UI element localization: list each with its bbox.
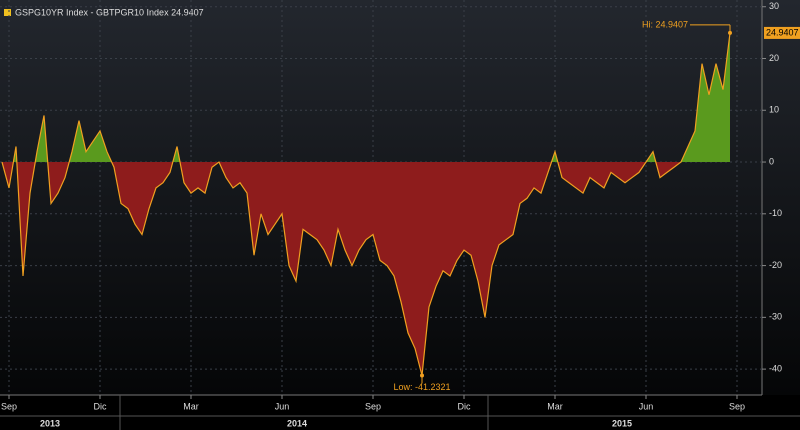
legend-label: GSPG10YR Index - GBTPGR10 Index 24.9407	[15, 7, 204, 17]
x-tick-label: Sep	[365, 401, 381, 411]
y-tick-label: 30	[769, 1, 779, 11]
area-positive	[2, 32, 730, 163]
x-tick-label: Mar	[183, 401, 199, 411]
legend-swatch	[4, 9, 11, 16]
low-marker	[420, 373, 424, 378]
y-tick-label: -30	[769, 312, 782, 322]
x-tick-label: Jun	[639, 401, 654, 411]
x-tick-label: Jun	[275, 401, 290, 411]
year-label: 2013	[40, 418, 60, 428]
axis-band	[0, 395, 800, 430]
x-tick-label: Sep	[729, 401, 745, 411]
x-tick-label: Dic	[94, 401, 107, 411]
low-label: Low: -41.2321	[393, 382, 450, 392]
last-value-label: 24.9407	[766, 27, 799, 37]
y-tick-label: -10	[769, 208, 782, 218]
x-tick-label: Sep	[1, 401, 17, 411]
hi-marker	[728, 30, 732, 35]
y-tick-label: 10	[769, 105, 779, 115]
y-tick-label: -40	[769, 363, 782, 373]
y-tick-label: 0	[769, 156, 774, 166]
x-tick-label: Mar	[547, 401, 563, 411]
area-negative	[2, 162, 681, 376]
hi-label: Hi: 24.9407	[642, 19, 688, 29]
x-tick-label: Dic	[458, 401, 471, 411]
last-value-tag	[764, 26, 800, 39]
year-label: 2015	[612, 418, 632, 428]
year-label: 2014	[287, 418, 307, 428]
y-tick-label: -20	[769, 260, 782, 270]
line	[1, 32, 731, 376]
y-tick-label: 20	[769, 53, 779, 63]
